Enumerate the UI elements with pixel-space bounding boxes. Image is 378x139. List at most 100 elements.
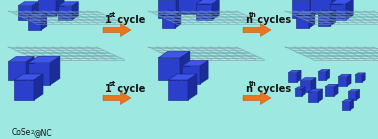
Polygon shape: [38, 0, 56, 16]
Text: CoSe: CoSe: [12, 128, 31, 137]
Polygon shape: [310, 0, 332, 14]
Polygon shape: [200, 0, 210, 14]
Polygon shape: [196, 4, 212, 20]
Polygon shape: [311, 78, 316, 92]
Polygon shape: [180, 51, 190, 80]
Polygon shape: [18, 6, 32, 20]
Polygon shape: [288, 70, 301, 73]
Polygon shape: [318, 89, 322, 102]
Text: st: st: [109, 81, 116, 87]
Polygon shape: [34, 74, 43, 100]
Polygon shape: [330, 10, 335, 26]
Polygon shape: [58, 6, 72, 20]
Polygon shape: [318, 72, 326, 80]
Polygon shape: [243, 23, 271, 37]
Polygon shape: [8, 62, 26, 80]
Polygon shape: [348, 92, 356, 100]
Polygon shape: [295, 87, 305, 89]
Polygon shape: [342, 102, 350, 110]
Text: cycles: cycles: [254, 84, 291, 94]
Polygon shape: [14, 74, 43, 80]
Polygon shape: [14, 80, 34, 100]
Text: 1: 1: [105, 15, 112, 25]
Polygon shape: [103, 91, 131, 105]
Polygon shape: [292, 0, 310, 18]
Polygon shape: [355, 75, 362, 82]
Polygon shape: [330, 4, 346, 20]
Polygon shape: [348, 90, 359, 92]
Polygon shape: [318, 10, 335, 14]
Polygon shape: [297, 70, 301, 82]
Polygon shape: [8, 57, 34, 62]
Polygon shape: [347, 74, 351, 86]
Text: 2: 2: [31, 130, 34, 135]
Polygon shape: [300, 78, 316, 81]
Polygon shape: [325, 84, 338, 87]
Polygon shape: [28, 13, 47, 17]
Polygon shape: [332, 0, 342, 14]
Polygon shape: [56, 0, 64, 16]
Polygon shape: [308, 89, 322, 92]
Text: cycle: cycle: [114, 15, 145, 25]
Polygon shape: [58, 2, 78, 6]
Polygon shape: [26, 57, 34, 80]
Polygon shape: [162, 11, 181, 15]
Text: @NC: @NC: [34, 128, 53, 137]
Polygon shape: [178, 0, 200, 14]
Polygon shape: [196, 0, 219, 4]
Polygon shape: [334, 84, 338, 96]
Polygon shape: [356, 90, 359, 100]
Text: th: th: [249, 81, 257, 87]
Polygon shape: [28, 63, 50, 85]
Polygon shape: [18, 2, 38, 6]
Polygon shape: [350, 100, 353, 110]
Polygon shape: [41, 13, 47, 30]
Polygon shape: [158, 0, 176, 18]
Polygon shape: [162, 15, 175, 28]
Polygon shape: [330, 0, 353, 4]
Polygon shape: [296, 11, 315, 15]
Polygon shape: [103, 23, 131, 37]
Polygon shape: [188, 74, 197, 100]
Polygon shape: [318, 14, 330, 26]
Polygon shape: [182, 66, 200, 84]
Polygon shape: [300, 81, 311, 92]
Polygon shape: [182, 61, 208, 66]
Polygon shape: [288, 73, 297, 82]
Polygon shape: [338, 74, 351, 77]
Polygon shape: [212, 0, 219, 20]
Polygon shape: [318, 70, 330, 72]
Text: cycle: cycle: [114, 84, 145, 94]
Polygon shape: [296, 15, 309, 28]
Polygon shape: [342, 100, 353, 102]
Polygon shape: [302, 87, 305, 96]
Polygon shape: [310, 0, 318, 18]
Polygon shape: [32, 2, 38, 20]
Polygon shape: [168, 80, 188, 100]
Polygon shape: [295, 89, 302, 96]
Polygon shape: [72, 2, 78, 20]
Polygon shape: [346, 0, 353, 20]
Polygon shape: [200, 61, 208, 84]
Polygon shape: [175, 11, 181, 28]
Polygon shape: [362, 73, 365, 82]
Polygon shape: [158, 58, 180, 80]
Polygon shape: [243, 91, 271, 105]
Polygon shape: [158, 51, 190, 58]
Text: th: th: [249, 12, 257, 18]
Polygon shape: [338, 77, 347, 86]
Polygon shape: [326, 70, 330, 80]
Text: n: n: [245, 15, 252, 25]
Text: cycles: cycles: [254, 15, 291, 25]
Polygon shape: [50, 56, 60, 85]
Polygon shape: [28, 17, 41, 30]
Polygon shape: [176, 0, 184, 18]
Polygon shape: [168, 74, 197, 80]
Polygon shape: [325, 87, 334, 96]
Text: st: st: [109, 12, 116, 18]
Text: n: n: [245, 84, 252, 94]
Polygon shape: [355, 73, 365, 75]
Polygon shape: [308, 92, 318, 102]
Polygon shape: [309, 11, 315, 28]
Polygon shape: [28, 56, 60, 63]
